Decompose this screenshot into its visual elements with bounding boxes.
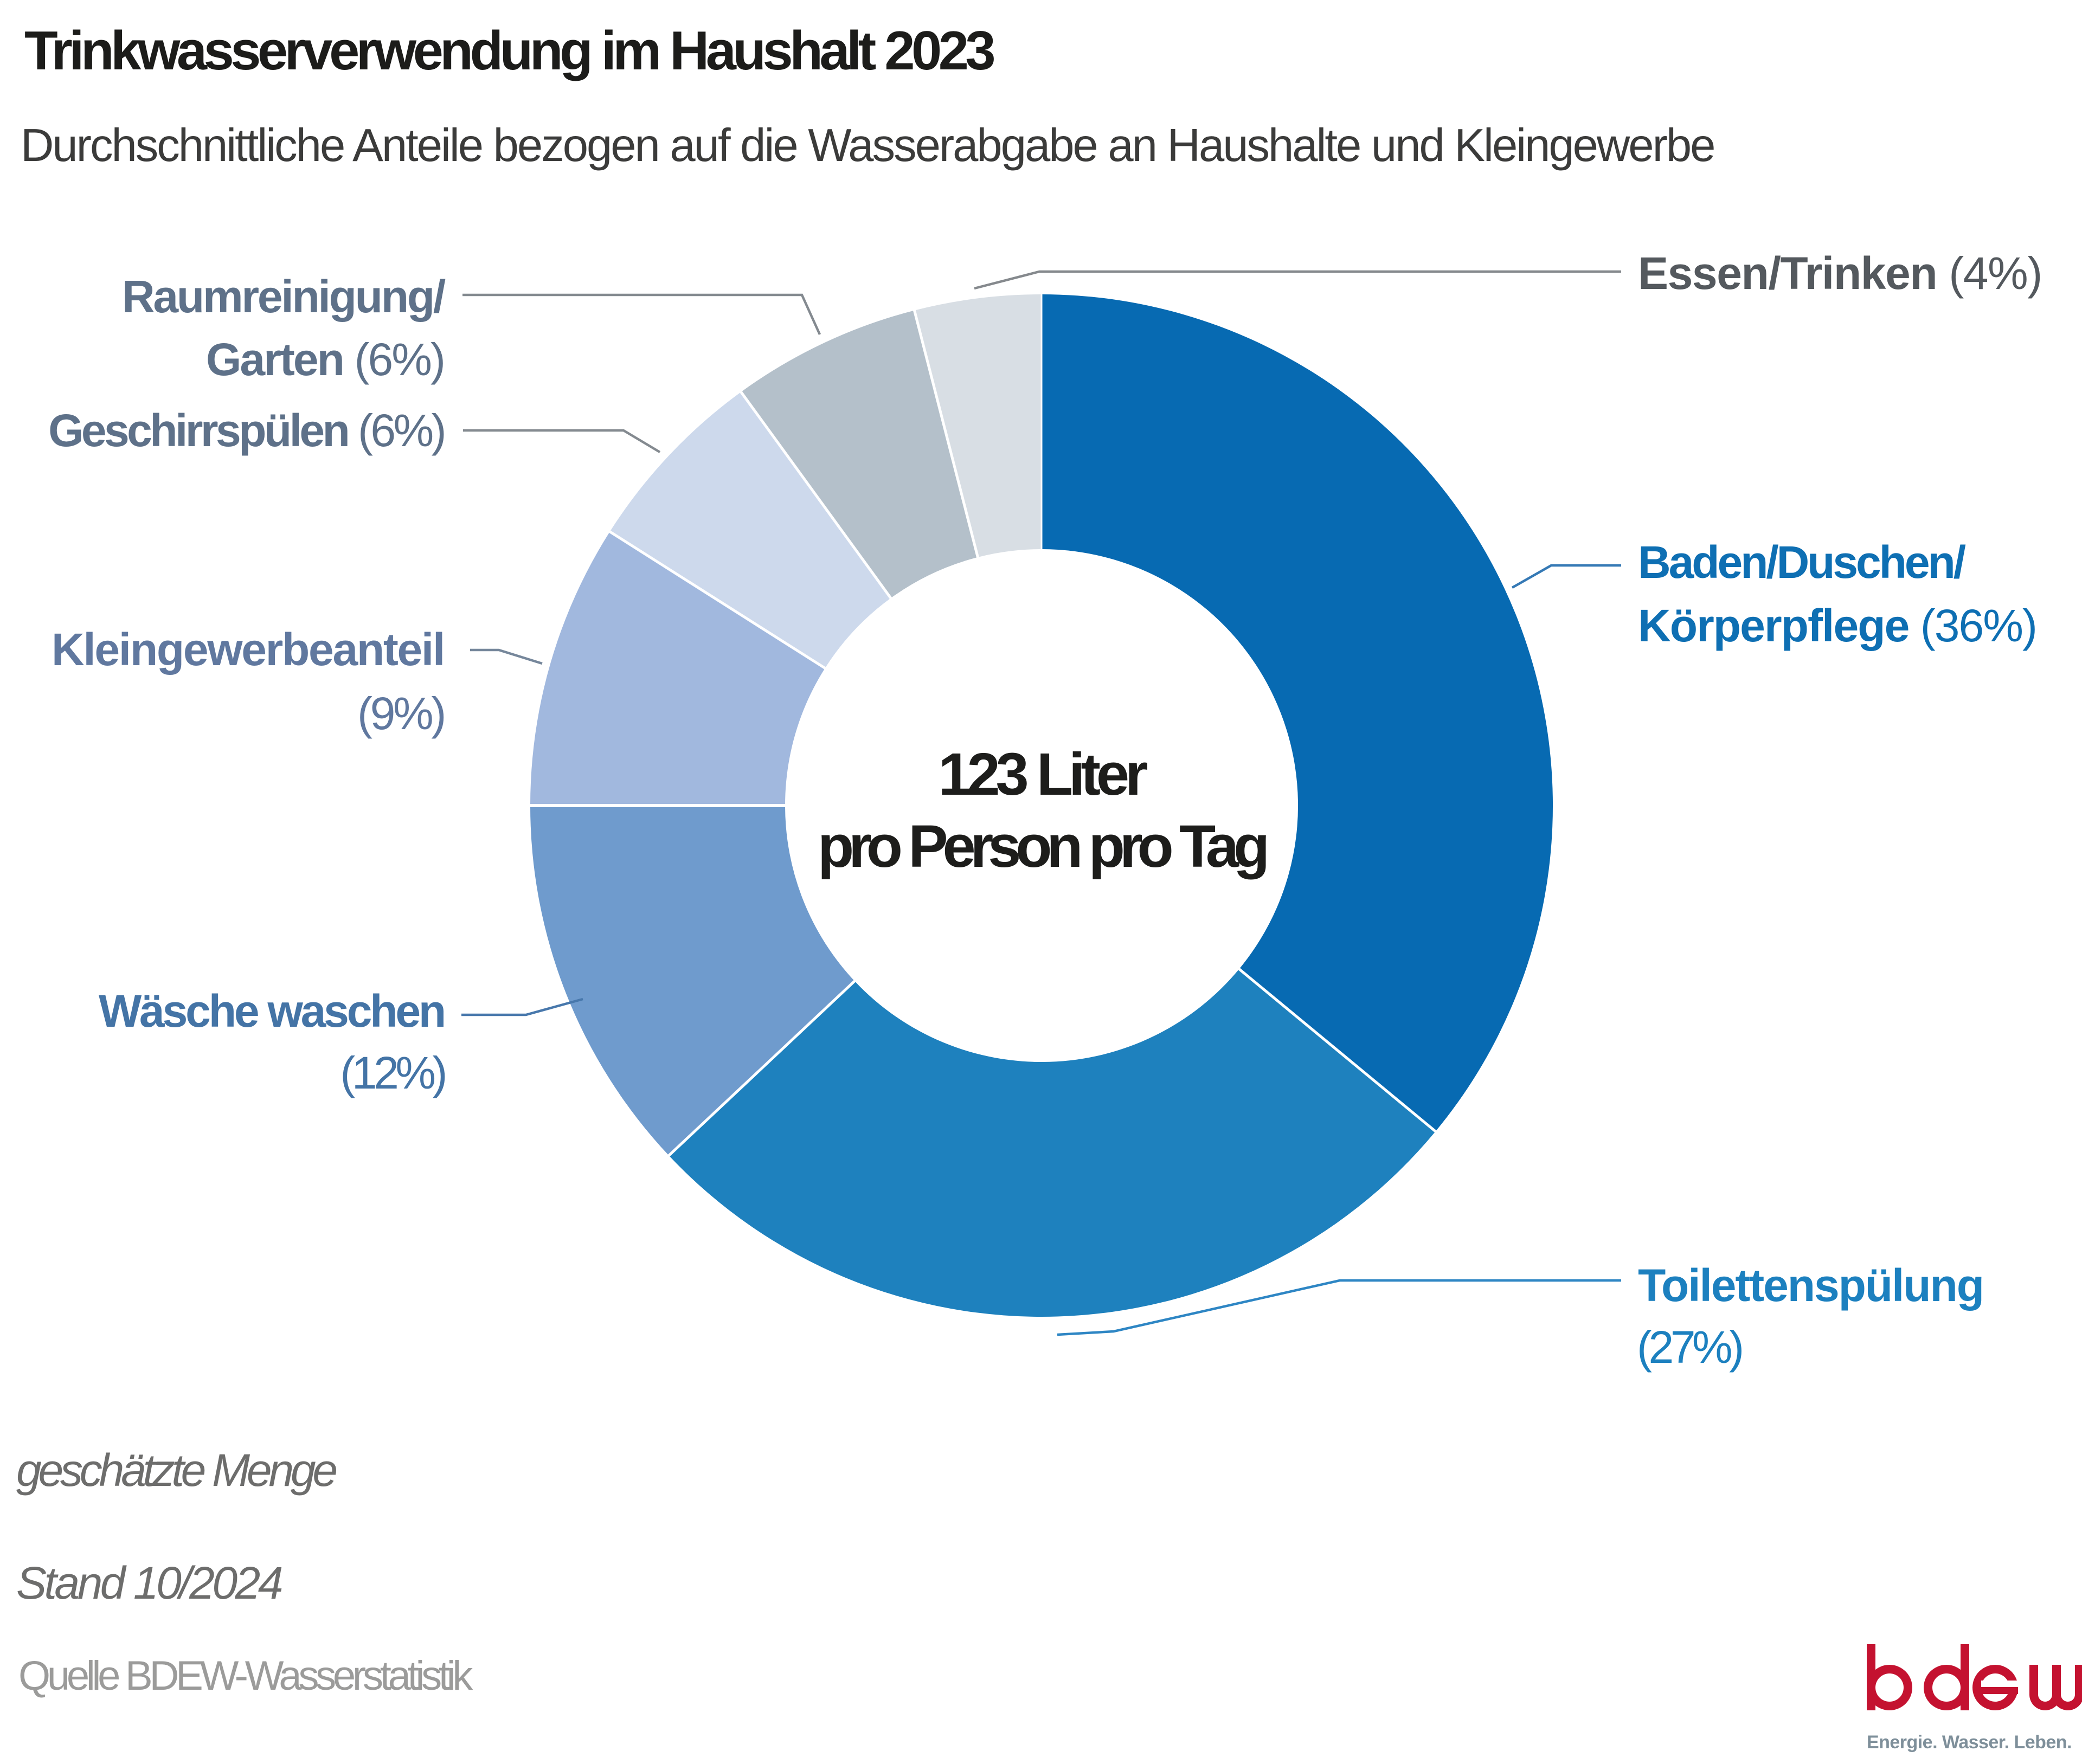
svg-text:Toilettenspülung: Toilettenspülung (1638, 1260, 1983, 1311)
svg-text:(27%): (27%) (1637, 1322, 1742, 1373)
svg-text:(12%): (12%) (340, 1047, 445, 1098)
svg-text:geschätzte Menge: geschätzte Menge (16, 1445, 336, 1496)
svg-text:Quelle BDEW-Wasserstatistik: Quelle BDEW-Wasserstatistik (18, 1653, 473, 1699)
svg-text:Körperpflege (36%): Körperpflege (36%) (1638, 600, 2036, 651)
svg-text:pro Person pro Tag: pro Person pro Tag (818, 813, 1266, 880)
svg-text:Energie. Wasser. Leben.: Energie. Wasser. Leben. (1867, 1732, 2072, 1753)
svg-text:Durchschnittliche Anteile bezo: Durchschnittliche Anteile bezogen auf di… (21, 120, 1714, 171)
svg-text:Baden/Duschen/: Baden/Duschen/ (1638, 537, 1966, 588)
svg-text:Geschirrspülen (6%): Geschirrspülen (6%) (48, 405, 444, 456)
svg-text:Wäsche waschen: Wäsche waschen (99, 986, 444, 1036)
svg-text:123 Liter: 123 Liter (938, 741, 1147, 808)
svg-text:Trinkwasserverwendung im Haush: Trinkwasserverwendung im Haushalt 2023 (24, 21, 994, 81)
svg-text:(9%): (9%) (357, 688, 444, 739)
svg-text:Essen/Trinken (4%): Essen/Trinken (4%) (1638, 248, 2042, 299)
svg-text:Stand 10/2024: Stand 10/2024 (16, 1557, 282, 1608)
svg-text:Garten (6%): Garten (6%) (206, 334, 444, 385)
svg-text:Kleingewerbeanteil: Kleingewerbeanteil (52, 624, 444, 675)
svg-text:Raumreinigung/: Raumreinigung/ (122, 271, 446, 322)
